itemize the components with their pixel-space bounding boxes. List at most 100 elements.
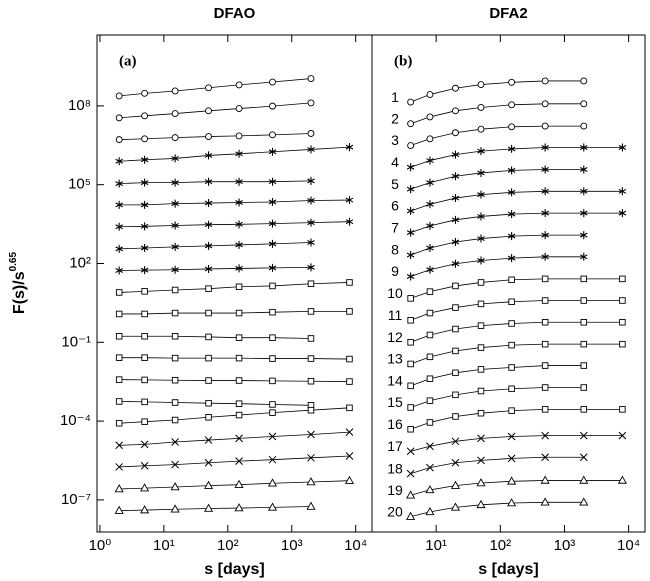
marker-triangle: [234, 503, 244, 512]
marker-square: [141, 398, 148, 406]
marker-square: [346, 279, 353, 286]
marker-circle: [235, 132, 243, 140]
marker-square: [171, 399, 179, 406]
series-line: [119, 146, 350, 162]
marker-circle: [141, 112, 149, 120]
marker-triangle: [203, 480, 214, 489]
marker-square: [541, 406, 549, 413]
marker-circle: [269, 78, 276, 86]
marker-asterisk: [580, 187, 588, 196]
marker-asterisk: [580, 252, 588, 261]
marker-circle: [171, 87, 179, 95]
plot-frame: [371, 34, 646, 533]
series-number: 8: [391, 242, 399, 258]
series: [407, 384, 588, 411]
marker-asterisk: [507, 232, 516, 241]
series-number: 11: [388, 307, 403, 323]
series-line: [410, 435, 623, 452]
marker-square: [307, 355, 315, 362]
marker-circle: [269, 102, 276, 110]
marker-square: [452, 282, 459, 290]
marker-circle: [452, 129, 459, 137]
series-line: [410, 234, 584, 256]
marker-square: [205, 354, 212, 362]
marker-square: [205, 414, 212, 421]
marker-square: [171, 309, 179, 317]
marker-circle: [235, 81, 243, 89]
marker-square: [235, 334, 243, 341]
marker-square: [407, 295, 414, 302]
marker-asterisk: [140, 155, 149, 164]
marker-asterisk: [268, 263, 277, 272]
marker-asterisk: [426, 243, 434, 252]
marker-square: [619, 406, 626, 413]
marker-asterisk: [171, 242, 179, 251]
marker-asterisk: [268, 219, 277, 228]
series-number: 12: [387, 329, 403, 345]
series-line: [410, 321, 623, 343]
marker-asterisk: [507, 254, 516, 263]
marker-triangle: [267, 478, 278, 487]
series: [114, 501, 316, 514]
marker-x: [541, 453, 550, 462]
marker-x: [507, 432, 516, 441]
marker-square: [171, 332, 179, 340]
marker-square: [115, 332, 123, 340]
marker-square: [541, 362, 549, 369]
marker-square: [452, 325, 459, 333]
series: [115, 332, 315, 342]
series-line: [410, 300, 623, 321]
marker-circle: [580, 77, 588, 85]
marker-circle: [541, 122, 549, 130]
series: [115, 217, 354, 231]
marker-asterisk: [115, 157, 123, 166]
marker-triangle: [203, 503, 214, 512]
x-tick-label: 10⁰: [89, 537, 112, 554]
panel-label: (a): [119, 53, 137, 69]
marker-square: [477, 344, 485, 351]
x-tick-label: 10²: [489, 537, 511, 554]
marker-triangle: [306, 477, 316, 486]
marker-asterisk: [580, 165, 588, 174]
series: [407, 77, 588, 106]
marker-x: [451, 458, 460, 467]
marker-asterisk: [268, 147, 277, 156]
marker-square: [115, 289, 123, 296]
series-number: 6: [391, 198, 399, 214]
marker-square: [141, 418, 148, 425]
series-number: 18: [387, 460, 403, 476]
y-tick-label: 10⁻⁴: [60, 412, 91, 429]
marker-asterisk: [426, 221, 434, 230]
marker-asterisk: [451, 172, 460, 181]
marker-triangle: [406, 511, 416, 520]
marker-square: [235, 283, 243, 291]
marker-circle: [115, 136, 123, 144]
marker-asterisk: [618, 209, 627, 218]
x-tick-label: 10³: [281, 537, 303, 554]
marker-x: [115, 463, 124, 471]
marker-asterisk: [477, 147, 485, 156]
series: [115, 99, 315, 122]
series-line: [410, 408, 623, 430]
series: [115, 279, 353, 296]
marker-square: [346, 404, 353, 412]
series: [115, 238, 315, 253]
x-axis-label: s [days]: [478, 561, 538, 578]
series: [407, 297, 626, 324]
marker-triangle: [617, 475, 627, 484]
marker-asterisk: [477, 168, 485, 177]
marker-square: [141, 376, 148, 384]
marker-asterisk: [426, 265, 434, 274]
marker-square: [426, 419, 434, 426]
marker-x: [140, 461, 149, 470]
marker-asterisk: [406, 272, 415, 281]
marker-asterisk: [307, 263, 315, 272]
y-label-main: F(s)/s: [11, 271, 28, 314]
marker-asterisk: [507, 210, 516, 219]
marker-x: [235, 457, 243, 465]
marker-circle: [426, 113, 434, 121]
marker-asterisk: [580, 231, 588, 240]
marker-asterisk: [580, 143, 588, 152]
series-number: 17: [387, 438, 403, 454]
